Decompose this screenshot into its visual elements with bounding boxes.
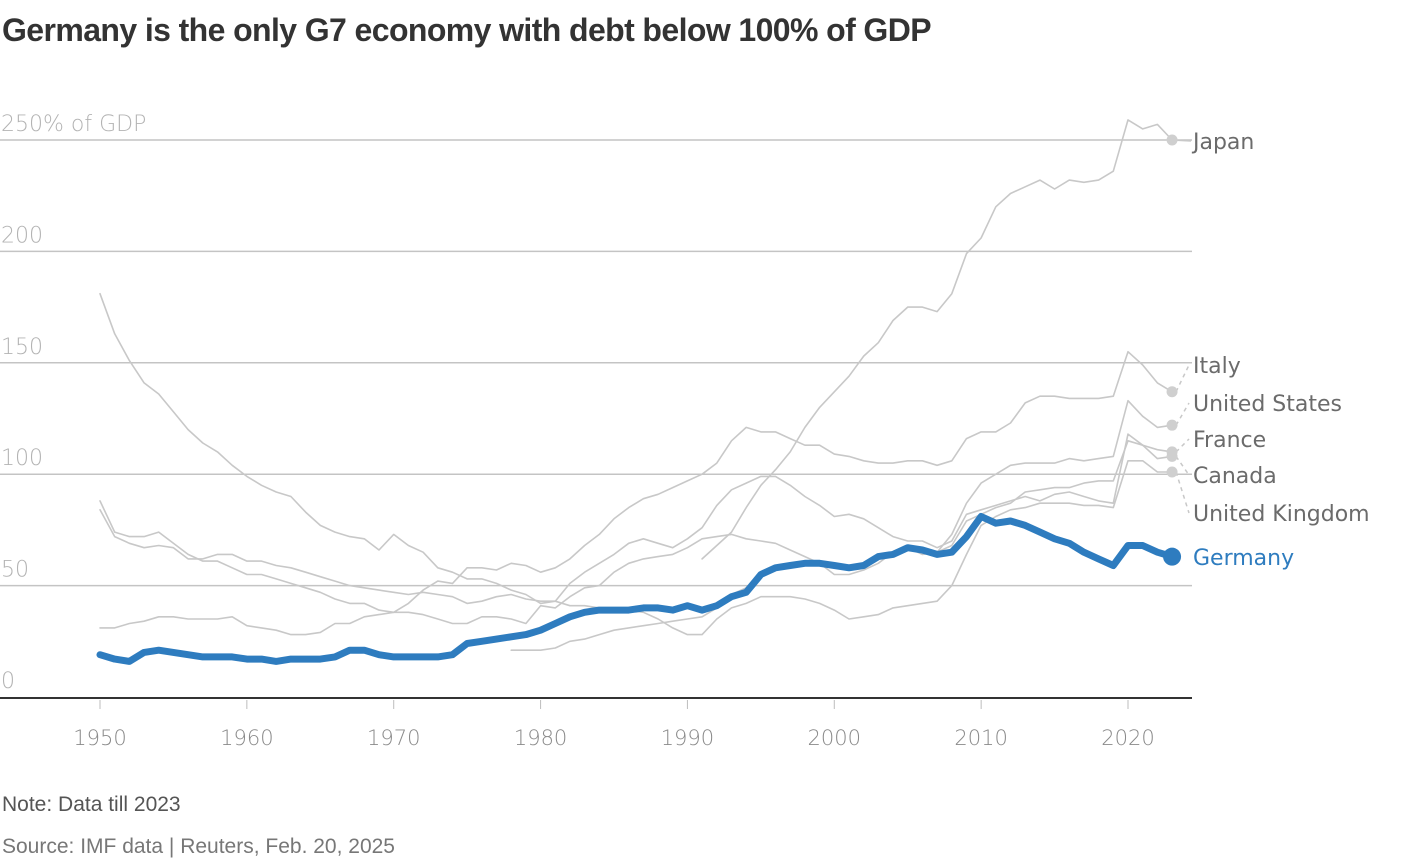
- label-leader-canada: [1175, 455, 1190, 476]
- series-labels: Japan Italy United States France Canada Unite…: [1163, 130, 1370, 571]
- series-line-united-kingdom: [99, 292, 1173, 636]
- gridlines: [0, 139, 1192, 587]
- x-tick-label: 1960: [220, 726, 273, 750]
- x-tick-label: 1950: [73, 726, 126, 750]
- x-tick-label: 1970: [367, 726, 420, 750]
- series-label-united-kingdom: United Kingdom: [1193, 502, 1370, 527]
- series-line-germany: [96, 513, 1176, 665]
- x-axis: 1950 1960 1970 1980 1990 2000 2010 2020: [0, 697, 1192, 750]
- series-label-japan: Japan: [1191, 130, 1254, 155]
- end-dot-united-kingdom: [1166, 466, 1178, 478]
- y-tick-label: 150: [1, 335, 43, 360]
- x-tick-label: 2000: [808, 726, 861, 750]
- series-line-canada: [99, 433, 1173, 605]
- series-label-canada: Canada: [1193, 464, 1277, 489]
- x-tick-label: 1980: [514, 726, 567, 750]
- series-line-japan: [701, 119, 1173, 560]
- end-dot-japan: [1166, 134, 1178, 146]
- x-tick-label: 1990: [661, 726, 714, 750]
- series-label-united-states: United States: [1193, 392, 1342, 417]
- label-leader-italy: [1175, 364, 1190, 393]
- chart-title: Germany is the only G7 economy with debt…: [2, 12, 932, 48]
- end-dot-germany: [1163, 547, 1182, 566]
- chart-source: Source: IMF data | Reuters, Feb. 20, 202…: [2, 835, 395, 858]
- end-dot-canada: [1166, 450, 1178, 462]
- chart-note: Note: Data till 2023: [2, 793, 181, 816]
- y-tick-label: 50: [1, 558, 29, 583]
- series-line-united-states: [99, 399, 1173, 625]
- series-label-germany: Germany: [1193, 546, 1294, 571]
- series-background-lines: [99, 119, 1173, 652]
- y-tick-label: 250% of GDP: [1, 112, 146, 137]
- label-leader-united-kingdom: [1175, 471, 1190, 514]
- y-tick-label: 100: [1, 446, 43, 471]
- end-dot-united-states: [1166, 419, 1178, 431]
- series-highlight-line: [96, 513, 1176, 665]
- y-tick-label: 0: [1, 669, 15, 694]
- label-leader-france: [1175, 438, 1190, 453]
- y-tick-label: 200: [1, 223, 43, 248]
- y-axis-ticks: 0 50 100 150 200 250% of GDP: [1, 112, 146, 694]
- x-tick-label: 2020: [1101, 726, 1154, 750]
- series-label-italy: Italy: [1193, 354, 1241, 379]
- series-label-france: France: [1193, 428, 1266, 453]
- label-leader-united-states: [1175, 402, 1190, 426]
- end-dot-italy: [1166, 386, 1178, 398]
- series-line-italy: [99, 350, 1173, 636]
- x-tick-label: 2010: [954, 726, 1007, 750]
